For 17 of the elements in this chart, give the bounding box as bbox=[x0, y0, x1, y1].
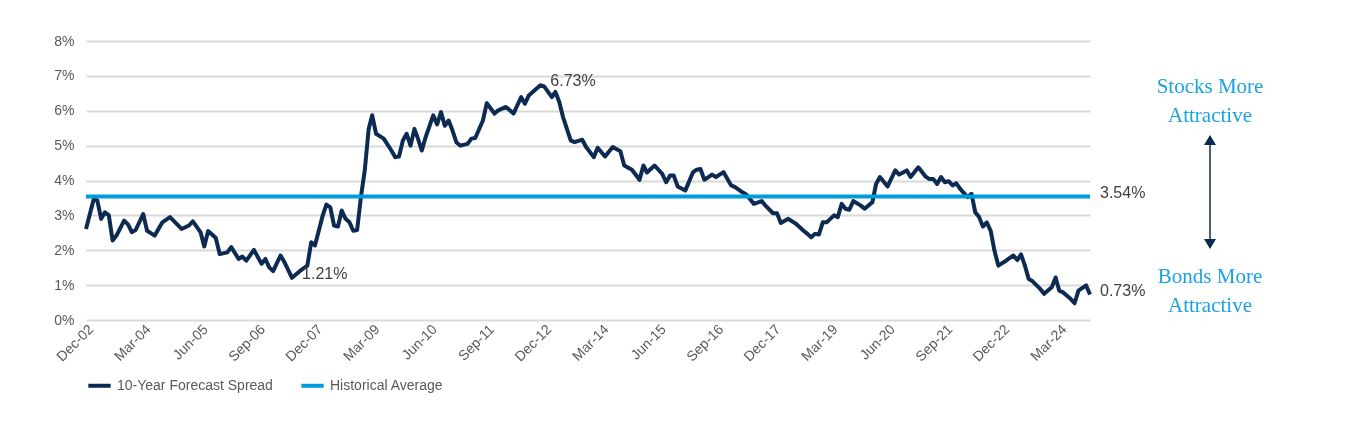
annotation: 6.73% bbox=[550, 72, 596, 90]
y-tick-label: 6% bbox=[54, 102, 75, 119]
annotation: 0.73% bbox=[1100, 281, 1146, 299]
y-tick-label: 0% bbox=[54, 311, 75, 328]
legend-label: Historical Average bbox=[330, 376, 443, 393]
y-tick-label: 3% bbox=[54, 206, 75, 223]
y-tick-label: 4% bbox=[54, 172, 75, 188]
y-tick-label: 8% bbox=[54, 32, 75, 49]
legend-label: 10-Year Forecast Spread bbox=[117, 376, 273, 393]
y-tick-label: 7% bbox=[54, 67, 75, 84]
y-tick-label: 2% bbox=[54, 241, 75, 258]
text: Bonds More Attractive bbox=[1156, 263, 1264, 319]
text: Stocks More Attractive bbox=[1155, 73, 1265, 129]
annotation: 1.21% bbox=[302, 264, 348, 282]
y-tick-label: 1% bbox=[54, 276, 75, 293]
annotation: 3.54% bbox=[1100, 183, 1146, 201]
y-tick-label: 5% bbox=[54, 137, 75, 154]
